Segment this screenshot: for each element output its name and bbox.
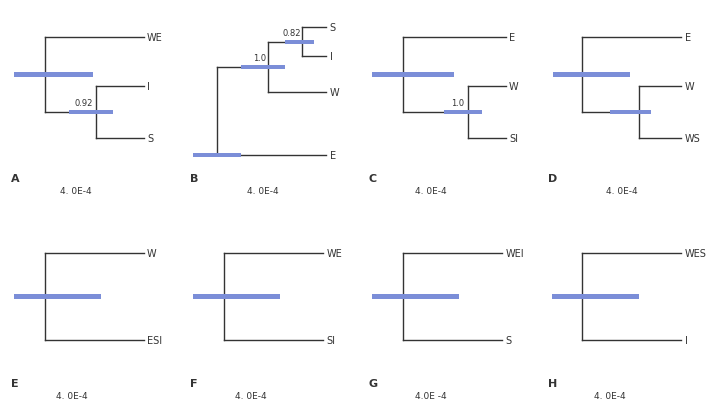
Text: WEI: WEI xyxy=(505,249,524,258)
Bar xyxy=(372,73,454,78)
Text: WE: WE xyxy=(326,249,342,258)
Bar xyxy=(444,110,482,115)
Text: E: E xyxy=(11,378,18,388)
Text: SI: SI xyxy=(326,335,335,345)
Text: S: S xyxy=(330,23,336,33)
Text: 4.0E -4: 4.0E -4 xyxy=(415,391,446,400)
Bar xyxy=(193,153,241,158)
Text: S: S xyxy=(505,335,512,345)
Text: D: D xyxy=(548,173,557,183)
Text: 0.92: 0.92 xyxy=(74,99,93,108)
Bar xyxy=(193,294,280,299)
Bar xyxy=(554,73,630,78)
Text: 4. 0E-4: 4. 0E-4 xyxy=(235,391,267,400)
Text: I: I xyxy=(147,82,150,92)
Text: A: A xyxy=(11,173,19,183)
Text: 1.0: 1.0 xyxy=(254,54,267,63)
Bar xyxy=(285,40,314,45)
Bar xyxy=(241,65,285,70)
Text: S: S xyxy=(147,134,153,144)
Bar xyxy=(610,110,651,115)
Text: 0.82: 0.82 xyxy=(283,29,301,38)
Text: E: E xyxy=(684,33,691,43)
Text: WE: WE xyxy=(147,33,163,43)
Text: E: E xyxy=(509,33,515,43)
Text: 4. 0E-4: 4. 0E-4 xyxy=(56,391,88,400)
Text: WS: WS xyxy=(684,134,700,144)
Text: H: H xyxy=(548,378,557,388)
Text: 1.0: 1.0 xyxy=(452,99,464,108)
Text: E: E xyxy=(330,151,336,160)
Text: C: C xyxy=(369,173,377,183)
Text: I: I xyxy=(330,52,333,62)
Text: W: W xyxy=(509,82,518,92)
Bar xyxy=(14,73,93,78)
Text: B: B xyxy=(190,173,198,183)
Text: 4. 0E-4: 4. 0E-4 xyxy=(605,187,637,196)
Text: WES: WES xyxy=(684,249,707,258)
Text: G: G xyxy=(369,378,378,388)
Text: 4. 0E-4: 4. 0E-4 xyxy=(60,187,91,196)
Bar xyxy=(14,294,101,299)
Text: W: W xyxy=(147,249,157,258)
Text: W: W xyxy=(684,82,695,92)
Bar xyxy=(551,294,638,299)
Bar xyxy=(68,110,113,115)
Text: ESI: ESI xyxy=(147,335,162,345)
Text: SI: SI xyxy=(509,134,518,144)
Text: 4. 0E-4: 4. 0E-4 xyxy=(594,391,626,400)
Text: 4. 0E-4: 4. 0E-4 xyxy=(415,187,446,196)
Bar xyxy=(372,294,459,299)
Text: W: W xyxy=(330,88,339,98)
Text: 4. 0E-4: 4. 0E-4 xyxy=(247,187,279,196)
Text: I: I xyxy=(684,335,687,345)
Text: F: F xyxy=(190,378,197,388)
